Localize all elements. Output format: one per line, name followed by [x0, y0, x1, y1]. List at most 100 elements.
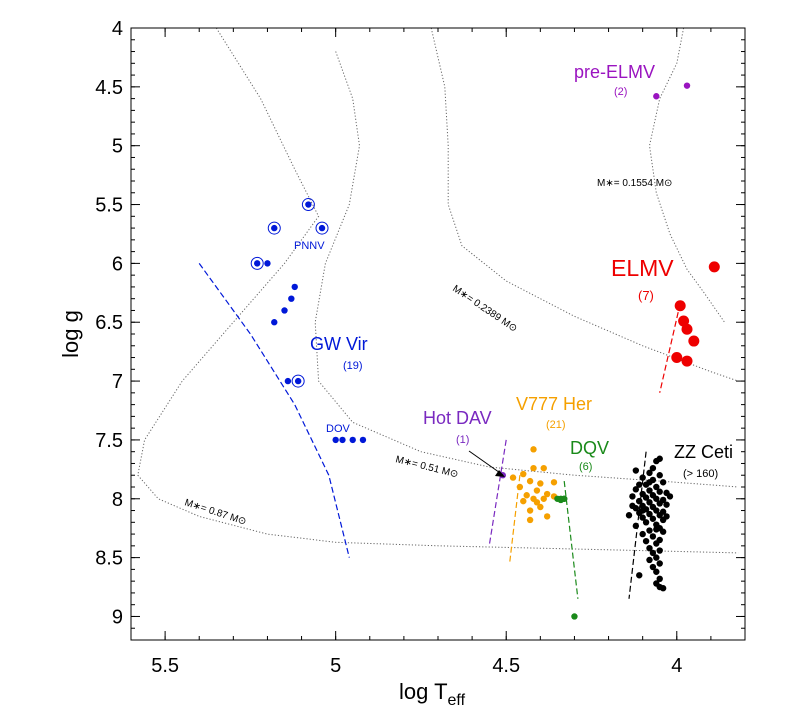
- data-point-6-39: [642, 519, 650, 526]
- data-point-4-19: [526, 516, 534, 524]
- data-point-0-9: [284, 377, 292, 385]
- y-tick-label: 8: [112, 489, 123, 511]
- x-tick-label: 5: [330, 655, 341, 677]
- data-point-4-17: [526, 507, 534, 514]
- data-point-6-14: [656, 488, 663, 495]
- label-hotdav-count: (1): [456, 434, 469, 446]
- label-v777-count: (21): [546, 419, 566, 431]
- data-point-6-57: [653, 568, 660, 575]
- label-dqv-count: (6): [579, 461, 592, 473]
- x-axis-label-sub: eff: [448, 692, 466, 709]
- y-tick-label: 9: [112, 606, 123, 628]
- data-point-6-46: [649, 533, 657, 540]
- data-point-6-54: [646, 556, 653, 564]
- data-point-0-11: [332, 436, 339, 444]
- data-point-1-3: [681, 323, 693, 335]
- point-ring-0-1: [267, 221, 281, 235]
- label-elmv-count: (7): [638, 288, 654, 303]
- x-tick-label: 4: [671, 655, 682, 677]
- data-point-4-2: [540, 464, 547, 472]
- data-point-4-1: [530, 464, 537, 472]
- data-point-6-45: [639, 530, 646, 538]
- data-point-4-3: [520, 470, 527, 478]
- y-tick-label: 5.5: [95, 195, 123, 217]
- point-ring-0-4: [291, 374, 305, 388]
- data-point-2-1: [683, 82, 691, 89]
- y-tick-label: 7: [112, 371, 123, 393]
- data-point-6-19: [642, 494, 650, 501]
- instability-strips: [198, 263, 681, 599]
- y-tick-label: 5: [112, 136, 123, 158]
- data-point-6-56: [649, 563, 657, 571]
- data-point-6-33: [646, 510, 653, 518]
- data-point-6-34: [656, 512, 663, 519]
- data-point-6-6: [639, 474, 646, 481]
- label-hotdav: Hot DAV: [423, 408, 492, 428]
- label-dqv: DQV: [570, 438, 609, 458]
- data-point-6-43: [646, 527, 653, 534]
- data-point-6-25: [663, 501, 670, 508]
- data-point-0-8: [271, 319, 278, 326]
- data-point-6-11: [653, 483, 660, 491]
- data-point-6-36: [639, 514, 646, 521]
- data-point-0-7: [281, 307, 288, 314]
- data-point-6-49: [653, 540, 660, 547]
- label-zzceti-count: (> 160): [683, 468, 718, 480]
- annotations: pre-ELMV (2) ELMV (7) GW Vir (19) Hot DA…: [183, 62, 733, 528]
- point-ring-0-3: [250, 256, 264, 270]
- data-point-4-9: [533, 487, 541, 494]
- data-point-4-7: [537, 480, 544, 487]
- data-point-5-4: [557, 496, 564, 504]
- label-pre-elmv-count: (2): [614, 86, 627, 98]
- data-point-6-9: [636, 481, 643, 488]
- label-gwvir-count: (19): [343, 360, 363, 372]
- data-point-4-13: [540, 495, 547, 502]
- data-point-0-3: [254, 260, 261, 267]
- data-point-6-53: [653, 554, 660, 561]
- y-tick-label: 4.5: [95, 77, 123, 99]
- data-point-1-1: [674, 300, 686, 312]
- data-points: [250, 82, 720, 620]
- data-point-1-2: [678, 315, 690, 327]
- data-point-6-41: [632, 522, 640, 530]
- plot-frame: [130, 27, 746, 641]
- data-point-6-23: [646, 499, 653, 506]
- data-point-6-24: [656, 500, 663, 507]
- hot-dav-arrow: [468, 450, 504, 476]
- data-point-6-65: [666, 493, 674, 500]
- data-point-4-14: [520, 497, 527, 505]
- data-point-6-59: [656, 575, 663, 582]
- label-v777: V777 Her: [516, 394, 592, 414]
- x-tick-label: 4.5: [492, 655, 520, 677]
- data-point-4-15: [533, 499, 541, 506]
- label-track-0239: M∗= 0.2389 M⊙: [450, 283, 519, 334]
- data-point-0-10: [294, 377, 302, 385]
- data-point-4-16: [537, 503, 544, 511]
- data-point-0-0: [305, 201, 312, 208]
- point-ring-0-2: [315, 221, 329, 235]
- axes: 5.5 5 4.5 4 4 4.5 5 5.5 6 6.5 7 7.5 8 8.5 9: [95, 18, 746, 677]
- data-point-6-30: [653, 507, 660, 514]
- data-point-4-8: [516, 483, 524, 491]
- data-point-4-11: [523, 492, 530, 499]
- data-point-6-2: [649, 464, 657, 472]
- data-point-0-12: [339, 436, 346, 444]
- data-point-6-12: [632, 486, 640, 493]
- data-point-6-69: [653, 526, 660, 533]
- data-point-6-68: [639, 507, 646, 514]
- data-point-0-2: [318, 224, 326, 232]
- label-pnnv: PNNV: [294, 240, 325, 252]
- data-point-6-5: [656, 472, 663, 479]
- data-point-6-50: [646, 545, 653, 552]
- data-point-4-18: [543, 513, 551, 520]
- data-point-4-5: [526, 477, 534, 485]
- track-line-0: [137, 27, 739, 554]
- track-line-1: [314, 51, 739, 488]
- label-track-0155: M∗= 0.1554 M⊙: [597, 178, 672, 189]
- data-point-6-48: [642, 537, 650, 545]
- data-point-4-0: [530, 446, 537, 453]
- data-point-6-3: [632, 467, 640, 474]
- strip-edge-0: [198, 263, 350, 558]
- data-point-6-18: [629, 493, 636, 500]
